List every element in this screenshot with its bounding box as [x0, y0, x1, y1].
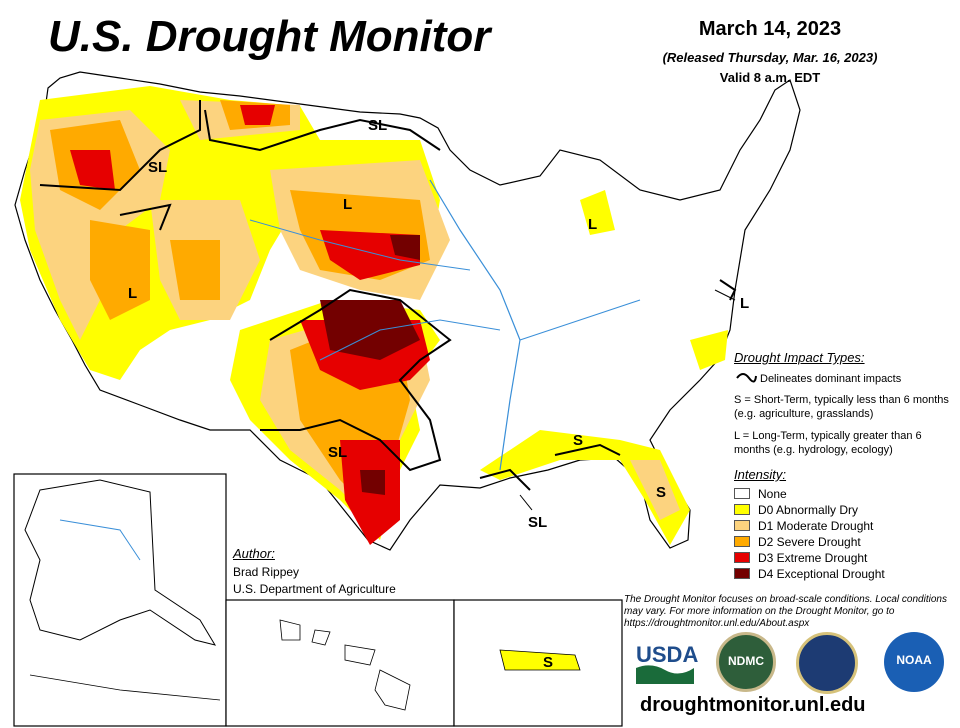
legend-label: D4 Exceptional Drought [758, 566, 885, 581]
impact-long-term: L = Long-Term, typically greater than 6 … [734, 430, 922, 456]
author-org: U.S. Department of Agriculture [233, 582, 396, 596]
disclaimer-note: The Drought Monitor focuses on broad-sca… [624, 594, 947, 629]
ndmc-logo [716, 632, 776, 692]
map-label-sl-gulf: SL [528, 514, 547, 531]
legend-row-d3: D3 Extreme Drought [734, 550, 867, 565]
legend-label: D3 Extreme Drought [758, 550, 868, 565]
noaa-logo-text: NOAA [896, 653, 932, 667]
map-label-l-west: L [128, 285, 137, 302]
map-label-s-south: S [573, 432, 583, 449]
website-url[interactable]: droughtmonitor.unl.edu [640, 694, 866, 716]
author-name: Brad Rippey [233, 565, 300, 579]
impact-types-heading: Drought Impact Types: [734, 350, 865, 365]
map-date: March 14, 2023 [698, 18, 842, 40]
map-label-s-puerto-rico: S [543, 654, 553, 671]
valid-time: Valid 8 a.m. EDT [719, 70, 821, 85]
impact-delineates: Delineates dominant impacts [760, 373, 902, 385]
author-heading: Author: [233, 546, 275, 561]
map-label-l-north: L [343, 196, 352, 213]
legend-label: D1 Moderate Drought [758, 518, 874, 533]
noaa-logo [884, 632, 944, 692]
swatch-d0 [734, 504, 750, 515]
legend-row-d0: D0 Abnormally Dry [734, 502, 858, 517]
legend-row-none: None [734, 486, 787, 501]
legend-row-d2: D2 Severe Drought [734, 534, 861, 549]
swatch-d4 [734, 568, 750, 579]
swatch-d1 [734, 520, 750, 531]
impact-short-term: S = Short-Term, typically less than 6 mo… [734, 394, 949, 420]
swatch-d2 [734, 536, 750, 547]
map-label-sl-northwest: SL [148, 159, 167, 176]
usda-logo-text: USDA [636, 642, 699, 667]
legend-row-d1: D1 Moderate Drought [734, 518, 873, 533]
swatch-none [734, 488, 750, 499]
legend-label: D2 Severe Drought [758, 534, 861, 549]
hawaii-inset [225, 599, 455, 727]
map-label-l-east: L [740, 295, 749, 312]
legend-label: D0 Abnormally Dry [758, 502, 859, 517]
ndmc-logo-text: NDMC [728, 654, 764, 668]
usda-logo [636, 665, 694, 684]
commerce-logo [796, 632, 858, 694]
release-date: (Released Thursday, Mar. 16, 2023) [662, 50, 878, 65]
map-label-sl-north: SL [368, 117, 387, 134]
map-label-sl-texas: SL [328, 444, 347, 461]
page-title: U.S. Drought Monitor [48, 12, 491, 61]
legend-label: None [758, 486, 787, 501]
map-label-l-michigan: L [588, 216, 597, 233]
intensity-heading: Intensity: [734, 467, 787, 482]
map-label-s-florida: S [656, 484, 666, 501]
legend-row-d4: D4 Exceptional Drought [734, 566, 885, 581]
swatch-d3 [734, 552, 750, 563]
